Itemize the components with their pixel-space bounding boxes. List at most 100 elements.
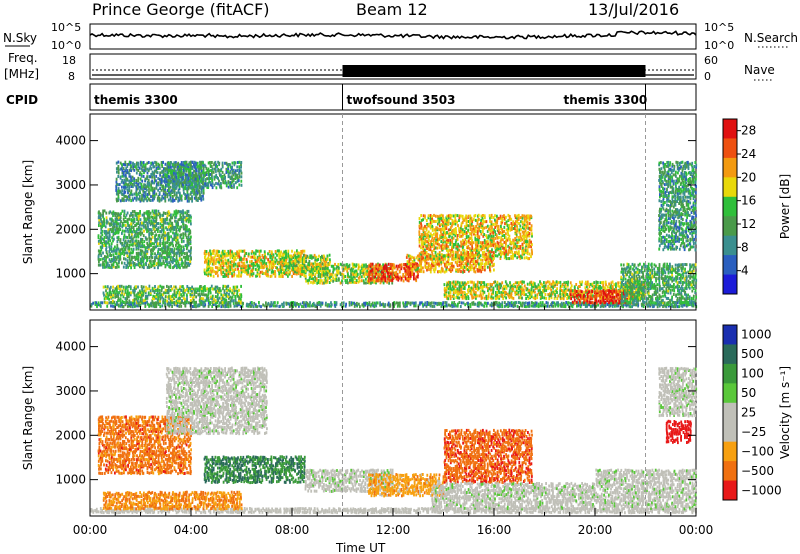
echo-cell bbox=[384, 303, 386, 307]
echo-cell bbox=[444, 301, 447, 305]
echo-cell bbox=[177, 243, 180, 247]
echo-cell bbox=[125, 251, 128, 255]
echo-cell bbox=[213, 175, 216, 179]
echo-cell bbox=[407, 279, 410, 283]
echo-cell bbox=[197, 293, 200, 297]
echo-cell bbox=[382, 302, 384, 306]
echo-cell bbox=[145, 220, 147, 224]
echo-cell bbox=[233, 289, 236, 293]
echo-cell bbox=[105, 216, 108, 220]
echo-cell bbox=[186, 173, 189, 177]
echo-cell bbox=[183, 293, 185, 297]
echo-cell bbox=[413, 258, 416, 262]
echo-cell bbox=[406, 263, 408, 267]
echo-cell bbox=[453, 304, 455, 308]
echo-cell bbox=[203, 270, 206, 274]
echo-cell bbox=[468, 266, 470, 270]
echo-cell bbox=[119, 238, 122, 242]
echo-cell bbox=[204, 260, 206, 264]
echo-cell bbox=[364, 271, 367, 275]
echo-cell bbox=[225, 264, 228, 268]
echo-cell bbox=[186, 297, 188, 301]
echo-cell bbox=[202, 163, 204, 167]
echo-cell bbox=[379, 301, 381, 305]
echo-cell bbox=[159, 259, 162, 263]
echo-cell bbox=[179, 193, 181, 197]
echo-cell bbox=[186, 225, 188, 229]
echo-cell bbox=[278, 256, 281, 260]
echo-cell bbox=[418, 240, 421, 244]
echo-cell bbox=[413, 301, 416, 305]
echo-cell bbox=[147, 263, 150, 267]
echo-cell bbox=[175, 197, 177, 201]
echo-cell bbox=[157, 261, 160, 265]
echo-cell bbox=[447, 255, 450, 258]
echo-cell bbox=[156, 171, 159, 175]
echo-cell bbox=[327, 277, 329, 280]
echo-cell bbox=[217, 257, 219, 261]
echo-cell bbox=[219, 185, 221, 189]
echo-cell bbox=[137, 231, 140, 235]
echo-cell bbox=[281, 275, 284, 278]
echo-cell bbox=[164, 263, 167, 267]
echo-cell bbox=[130, 222, 132, 226]
echo-cell bbox=[439, 270, 442, 274]
echo-cell bbox=[681, 304, 684, 308]
echo-cell bbox=[304, 269, 307, 273]
echo-cell bbox=[177, 251, 179, 255]
echo-cell bbox=[136, 299, 139, 303]
echo-cell bbox=[98, 214, 100, 218]
echo-cell bbox=[222, 293, 225, 297]
echo-cell bbox=[110, 266, 113, 270]
echo-cell bbox=[177, 228, 180, 232]
echo-cell bbox=[125, 198, 128, 202]
echo-cell bbox=[140, 237, 142, 241]
echo-cell bbox=[222, 179, 224, 183]
echo-cell bbox=[413, 272, 415, 276]
echo-cell bbox=[436, 242, 439, 246]
echo-cell bbox=[184, 244, 187, 247]
echo-cell bbox=[434, 241, 437, 244]
echo-cell bbox=[112, 214, 114, 217]
echo-cell bbox=[501, 302, 503, 306]
echo-cell bbox=[135, 190, 138, 194]
echo-cell bbox=[236, 179, 239, 183]
echo-cell bbox=[115, 188, 118, 192]
echo-cell bbox=[218, 296, 221, 300]
echo-cell bbox=[151, 301, 154, 304]
echo-cell bbox=[167, 247, 170, 251]
echo-cell bbox=[665, 305, 668, 309]
echo-cell bbox=[181, 263, 183, 267]
echo-cell bbox=[137, 214, 140, 218]
echo-cell bbox=[101, 257, 104, 261]
echo-cell bbox=[146, 180, 149, 184]
echo-cell bbox=[443, 218, 446, 222]
echo-cell bbox=[246, 260, 248, 264]
echo-cell bbox=[193, 173, 195, 177]
echo-cell bbox=[442, 301, 445, 305]
echo-cell bbox=[127, 171, 130, 175]
echo-cell bbox=[390, 264, 393, 268]
echo-cell bbox=[97, 257, 100, 261]
echo-cell bbox=[443, 262, 446, 266]
echo-cell bbox=[111, 263, 113, 267]
cpid-label: CPID bbox=[6, 93, 38, 107]
echo-cell bbox=[267, 274, 269, 278]
echo-cell bbox=[658, 302, 661, 306]
echo-cell bbox=[137, 219, 140, 223]
echo-cell bbox=[377, 272, 379, 276]
echo-cell bbox=[236, 293, 238, 297]
echo-cell bbox=[428, 268, 430, 272]
echo-cell bbox=[429, 218, 432, 222]
echo-cell bbox=[430, 301, 433, 305]
echo-cell bbox=[450, 270, 452, 273]
echo-cell bbox=[250, 264, 253, 268]
echo-cell bbox=[131, 193, 134, 197]
echo-cell bbox=[200, 177, 203, 181]
echo-cell bbox=[180, 181, 183, 185]
echo-cell bbox=[393, 275, 396, 278]
echo-cell bbox=[218, 290, 221, 294]
echo-cell bbox=[101, 241, 104, 245]
echo-cell bbox=[177, 249, 180, 253]
echo-cell bbox=[432, 301, 435, 305]
